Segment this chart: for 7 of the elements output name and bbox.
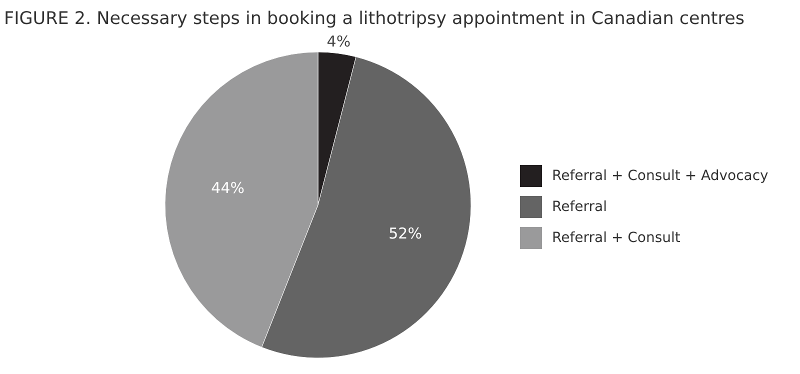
data-label: 44% — [211, 178, 244, 197]
data-label: 4% — [326, 32, 351, 50]
chart-title: FIGURE 2. Necessary steps in booking a lithotripsy appointment in Canadian centres — [4, 9, 744, 29]
legend-label: Referral + Consult — [552, 230, 681, 246]
legend-label: Referral + Consult + Advocacy — [552, 168, 768, 184]
legend-label: Referral — [552, 199, 607, 215]
data-label: 52% — [388, 224, 422, 242]
